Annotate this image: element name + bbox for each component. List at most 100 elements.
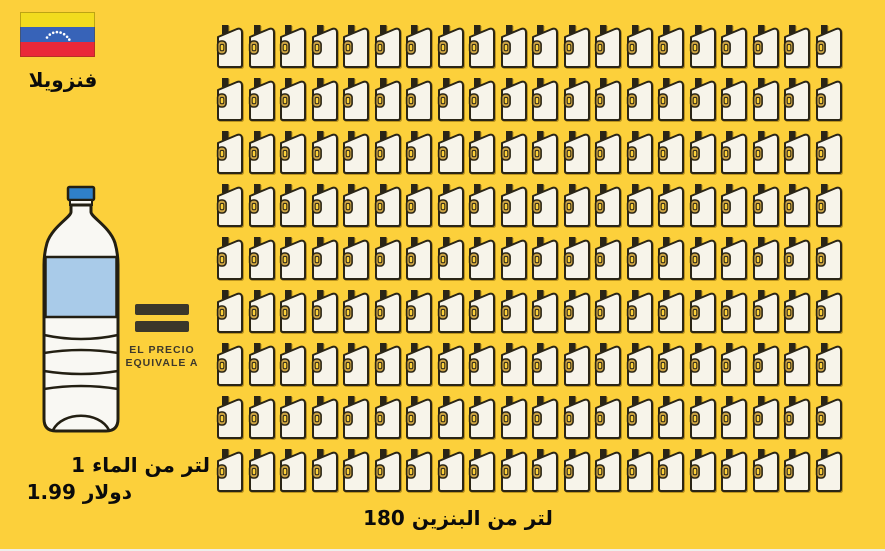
gasoline-can-icon — [279, 78, 306, 121]
gasoline-can-icon — [657, 78, 684, 121]
gasoline-can-icon — [500, 184, 527, 227]
gasoline-can-icon — [468, 78, 495, 121]
gasoline-can-icon — [626, 343, 653, 386]
gasoline-can-icon — [531, 343, 558, 386]
gasoline-can-icon — [279, 237, 306, 280]
gasoline-can-icon — [531, 25, 558, 68]
gasoline-can-icon — [374, 396, 401, 439]
gasoline-can-icon — [752, 449, 779, 492]
gasoline-can-icon — [374, 25, 401, 68]
country-label: فنزويلا — [28, 68, 98, 92]
gasoline-can-icon — [626, 396, 653, 439]
gasoline-can-icon — [657, 131, 684, 174]
gasoline-can-icon — [500, 78, 527, 121]
gasoline-can-icon — [752, 25, 779, 68]
gasoline-can-icon — [311, 449, 338, 492]
gasoline-can-icon — [689, 184, 716, 227]
gasoline-can-icon — [689, 449, 716, 492]
gasoline-can-icon — [468, 237, 495, 280]
gasoline-can-icon — [626, 131, 653, 174]
gasoline-can-icon — [752, 131, 779, 174]
gasoline-can-icon — [216, 25, 243, 68]
gasoline-can-icon — [720, 237, 747, 280]
gasoline-can-icon — [626, 290, 653, 333]
gasoline-can-icon — [626, 184, 653, 227]
gasoline-can-icon — [374, 131, 401, 174]
gasoline-can-icon — [405, 343, 432, 386]
gasoline-can-icon — [279, 396, 306, 439]
gasoline-can-icon — [405, 449, 432, 492]
gasoline-can-icon — [563, 131, 590, 174]
gasoline-can-icon — [468, 396, 495, 439]
gasoline-can-icon — [374, 78, 401, 121]
water-quantity-label: 1 لتر من الماء — [71, 453, 210, 477]
gasoline-can-icon — [594, 343, 621, 386]
equivalence-caption-line2: EQUIVALE A — [125, 357, 199, 369]
gasoline-can-icon — [216, 131, 243, 174]
gasoline-can-icon — [468, 290, 495, 333]
gasoline-can-icon — [405, 184, 432, 227]
gasoline-can-icon — [563, 449, 590, 492]
gasoline-can-icon — [689, 237, 716, 280]
gasoline-can-icon — [248, 237, 275, 280]
gasoline-can-icon — [216, 184, 243, 227]
gasoline-can-icon — [342, 78, 369, 121]
gasoline-can-icon — [752, 396, 779, 439]
gasoline-can-icon — [500, 290, 527, 333]
gasoline-can-icon — [752, 343, 779, 386]
gasoline-can-icon — [594, 237, 621, 280]
gasoline-can-icon — [720, 184, 747, 227]
gasoline-can-icon — [342, 25, 369, 68]
fuel-can-grid — [215, 24, 844, 494]
gasoline-can-icon — [594, 449, 621, 492]
gasoline-can-icon — [531, 290, 558, 333]
gasoline-can-icon — [279, 131, 306, 174]
gasoline-can-icon — [689, 131, 716, 174]
gasoline-can-icon — [248, 343, 275, 386]
gasoline-can-icon — [657, 449, 684, 492]
gasoline-can-icon — [437, 131, 464, 174]
gasoline-can-icon — [626, 237, 653, 280]
gasoline-can-icon — [626, 78, 653, 121]
gasoline-can-icon — [594, 131, 621, 174]
gasoline-caption: 180 لتر من البنزين — [363, 506, 553, 530]
gasoline-can-icon — [216, 449, 243, 492]
gasoline-can-icon — [783, 184, 810, 227]
bottom-border — [0, 549, 885, 551]
water-bottle-icon — [42, 185, 120, 433]
gasoline-can-icon — [720, 343, 747, 386]
gasoline-can-icon — [531, 78, 558, 121]
gasoline-can-icon — [279, 343, 306, 386]
gasoline-can-icon — [437, 449, 464, 492]
gasoline-can-icon — [720, 396, 747, 439]
gasoline-can-icon — [594, 396, 621, 439]
gasoline-can-icon — [342, 449, 369, 492]
gasoline-can-icon — [405, 78, 432, 121]
equals-sign — [135, 304, 189, 338]
gasoline-can-icon — [500, 343, 527, 386]
equals-bar-top — [135, 304, 189, 315]
gasoline-can-icon — [374, 449, 401, 492]
gasoline-can-icon — [594, 184, 621, 227]
venezuela-flag-icon — [20, 12, 95, 57]
gasoline-can-icon — [783, 25, 810, 68]
gasoline-can-icon — [279, 25, 306, 68]
gasoline-can-icon — [374, 290, 401, 333]
gasoline-can-icon — [437, 237, 464, 280]
gasoline-can-icon — [815, 78, 842, 121]
gasoline-can-icon — [405, 25, 432, 68]
gasoline-can-icon — [720, 78, 747, 121]
gasoline-can-icon — [752, 78, 779, 121]
gasoline-can-icon — [279, 184, 306, 227]
gasoline-can-icon — [500, 131, 527, 174]
gasoline-can-icon — [468, 449, 495, 492]
gasoline-can-icon — [216, 78, 243, 121]
gasoline-can-icon — [563, 184, 590, 227]
gasoline-can-icon — [657, 25, 684, 68]
gasoline-can-icon — [783, 396, 810, 439]
gasoline-can-icon — [405, 237, 432, 280]
gasoline-can-icon — [437, 290, 464, 333]
gasoline-can-icon — [311, 290, 338, 333]
gasoline-can-icon — [563, 396, 590, 439]
gasoline-can-icon — [531, 237, 558, 280]
